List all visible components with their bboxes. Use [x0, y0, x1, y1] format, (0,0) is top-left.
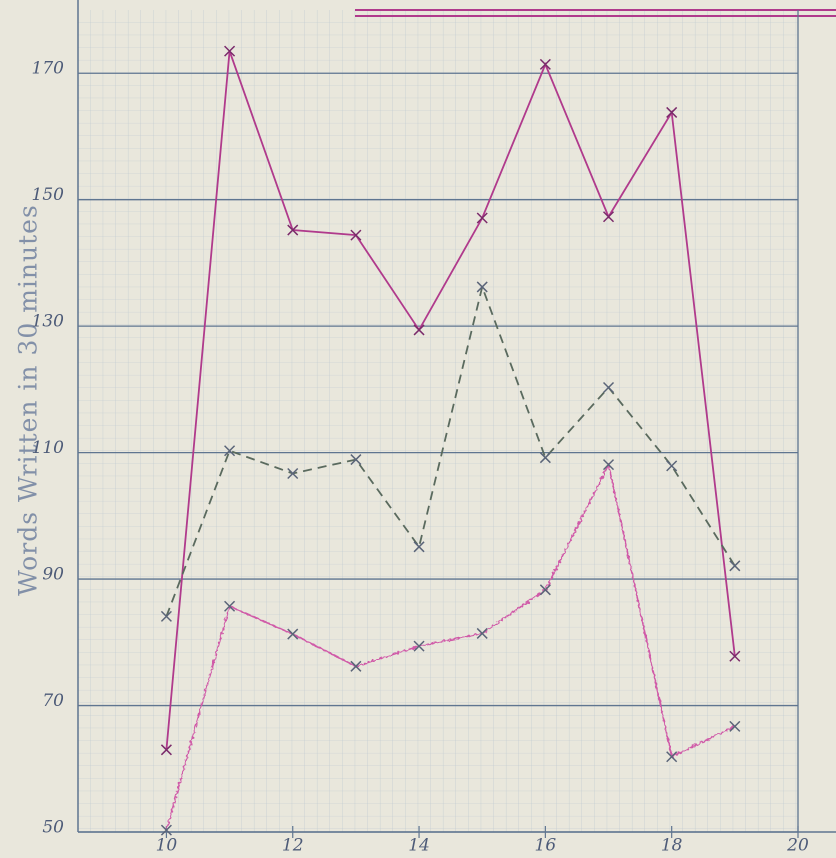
- x-tick-label: 20: [786, 836, 809, 856]
- x-tick-label: 10: [156, 836, 178, 856]
- graph-paper: [78, 10, 798, 832]
- x-tick-label: 18: [661, 836, 683, 856]
- y-tick-label: 70: [42, 691, 64, 711]
- x-tick-label: 14: [408, 836, 430, 856]
- y-tick-label: 110: [32, 438, 65, 458]
- y-tick-label: 130: [32, 312, 65, 332]
- y-tick-label: 90: [42, 565, 64, 585]
- page: {"chart_data": {"type": "line", "y_label…: [0, 0, 836, 858]
- y-tick-label: 150: [32, 185, 65, 205]
- x-tick-label: 12: [282, 836, 304, 856]
- y-tick-label: 170: [32, 59, 65, 79]
- y-axis-label: Words Written in 30 minutes: [14, 204, 43, 596]
- chart: Words Written in 30 minutes 50 70 90 110 130…: [0, 0, 836, 858]
- y-tick-label: 50: [42, 818, 64, 838]
- x-tick-label: 16: [535, 836, 557, 856]
